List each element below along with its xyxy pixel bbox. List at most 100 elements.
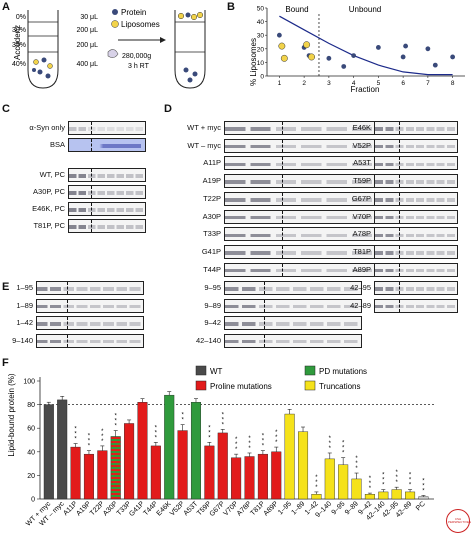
f-significance: * [422, 478, 425, 484]
b-protein-point [326, 55, 332, 61]
f-category-label: 9–95 [331, 500, 347, 516]
f-significance: * [101, 434, 104, 440]
blot-label: 9–89 [204, 300, 221, 310]
blot-label: E46K, PC [32, 204, 65, 213]
f-category-label: 1–95 [277, 500, 293, 516]
f-significance: * [181, 413, 184, 419]
f-significance: * [262, 444, 265, 450]
f-ytick-label: 20 [27, 473, 35, 480]
blot-label: T81P [353, 246, 371, 256]
panel-b-label: B [227, 1, 235, 13]
f-significance: * [342, 446, 345, 452]
layer-vol-0: 30 μL [80, 14, 98, 21]
blot-label: T33P [203, 229, 221, 239]
b-xtick-label: 1 [278, 80, 282, 87]
b-ytick-label: 50 [257, 6, 265, 13]
blot-label: 9–140 [12, 335, 33, 345]
f-significance: * [88, 439, 91, 445]
layer-vol-2: 200 μL [76, 42, 98, 49]
f-significance: * [382, 478, 385, 484]
panel-d-label: D [164, 103, 172, 115]
legend-protein: Protein [121, 8, 146, 17]
f-significance: * [275, 430, 278, 436]
blot-strip [224, 281, 362, 295]
f-significance: * [315, 480, 318, 486]
f-category-label: V52P [169, 500, 186, 517]
tube-after [174, 10, 206, 89]
b-protein-point [351, 53, 357, 58]
f-significance: * [88, 444, 91, 450]
b-protein-point [400, 54, 406, 60]
f-bar [83, 453, 94, 500]
f-bar [311, 494, 322, 500]
b-liposome-point [280, 54, 288, 62]
f-significance: * [115, 414, 118, 420]
blot-strip [224, 316, 362, 330]
blot-strip [68, 168, 146, 182]
f-significance: * [342, 441, 345, 447]
blot-strip [374, 138, 458, 153]
blot-label: T59P [353, 176, 371, 186]
layer-pct-3: 40% [12, 61, 26, 68]
b-ytick-label: 10 [257, 60, 265, 67]
blot-strip [374, 191, 458, 206]
f-legend-label: PD mutations [319, 367, 367, 376]
f-significance: * [222, 417, 225, 423]
f-category-label: 9–89 [344, 500, 360, 516]
f-significance: * [422, 488, 425, 494]
b-ylabel: % Liposomes [249, 38, 258, 86]
b-unbound-label: Unbound [349, 5, 381, 14]
b-protein-point [425, 46, 431, 52]
blot-label: α-Syn only [29, 123, 65, 132]
f-legend-label: Truncations [319, 382, 361, 391]
f-significance: * [208, 435, 211, 441]
f-significance: * [262, 439, 265, 445]
panel-e-label: E [2, 281, 10, 293]
f-significance: * [369, 486, 372, 492]
f-bar [70, 446, 81, 500]
b-ytick-label: 0 [260, 74, 264, 81]
f-significance: * [355, 461, 358, 467]
centrifuge-time: 3 h RT [128, 63, 150, 70]
blot-strip [68, 219, 146, 233]
blot-label: V70P [352, 211, 371, 221]
f-significance: * [235, 442, 238, 448]
legend-liposomes: Liposomes [121, 20, 160, 29]
blot-label: 1–42 [16, 318, 33, 327]
f-significance: * [382, 483, 385, 489]
blot-strip [374, 262, 458, 277]
f-category-label: G41P [128, 500, 146, 518]
f-significance: * [74, 427, 77, 433]
panel-b-chart: % Liposomes Fraction Bound Unbound 0 10 20… [249, 5, 465, 94]
f-significance: * [115, 419, 118, 425]
f-bar [298, 431, 309, 500]
f-significance: * [315, 485, 318, 491]
blot-strip [374, 209, 458, 224]
f-bar [271, 451, 282, 500]
f-significance: * [208, 430, 211, 436]
f-ytick-label: 100 [23, 379, 35, 386]
f-significance: * [208, 425, 211, 431]
f-significance: * [396, 475, 399, 481]
f-significance: * [222, 412, 225, 418]
f-bar [231, 457, 242, 500]
blot-strip [68, 121, 146, 135]
f-legend-swatch [195, 380, 207, 391]
f-significance: * [275, 435, 278, 441]
f-legend-swatch [304, 380, 316, 391]
f-significance: * [155, 435, 158, 441]
b-liposome-point [303, 41, 311, 49]
f-significance: * [329, 446, 332, 452]
blot-label: 9–42 [204, 318, 221, 327]
blot-strip [68, 202, 146, 216]
blot-label: 42–140 [195, 335, 221, 345]
blot-strip [68, 138, 146, 152]
blot-label: WT – myc [187, 140, 221, 150]
f-bar [338, 464, 349, 500]
f-bar [190, 402, 202, 500]
f-bar [57, 399, 68, 500]
blot-label: A78P [352, 229, 371, 239]
blot-strip [374, 156, 458, 171]
f-significance: * [409, 483, 412, 489]
liposome-legend-icon [111, 20, 119, 28]
